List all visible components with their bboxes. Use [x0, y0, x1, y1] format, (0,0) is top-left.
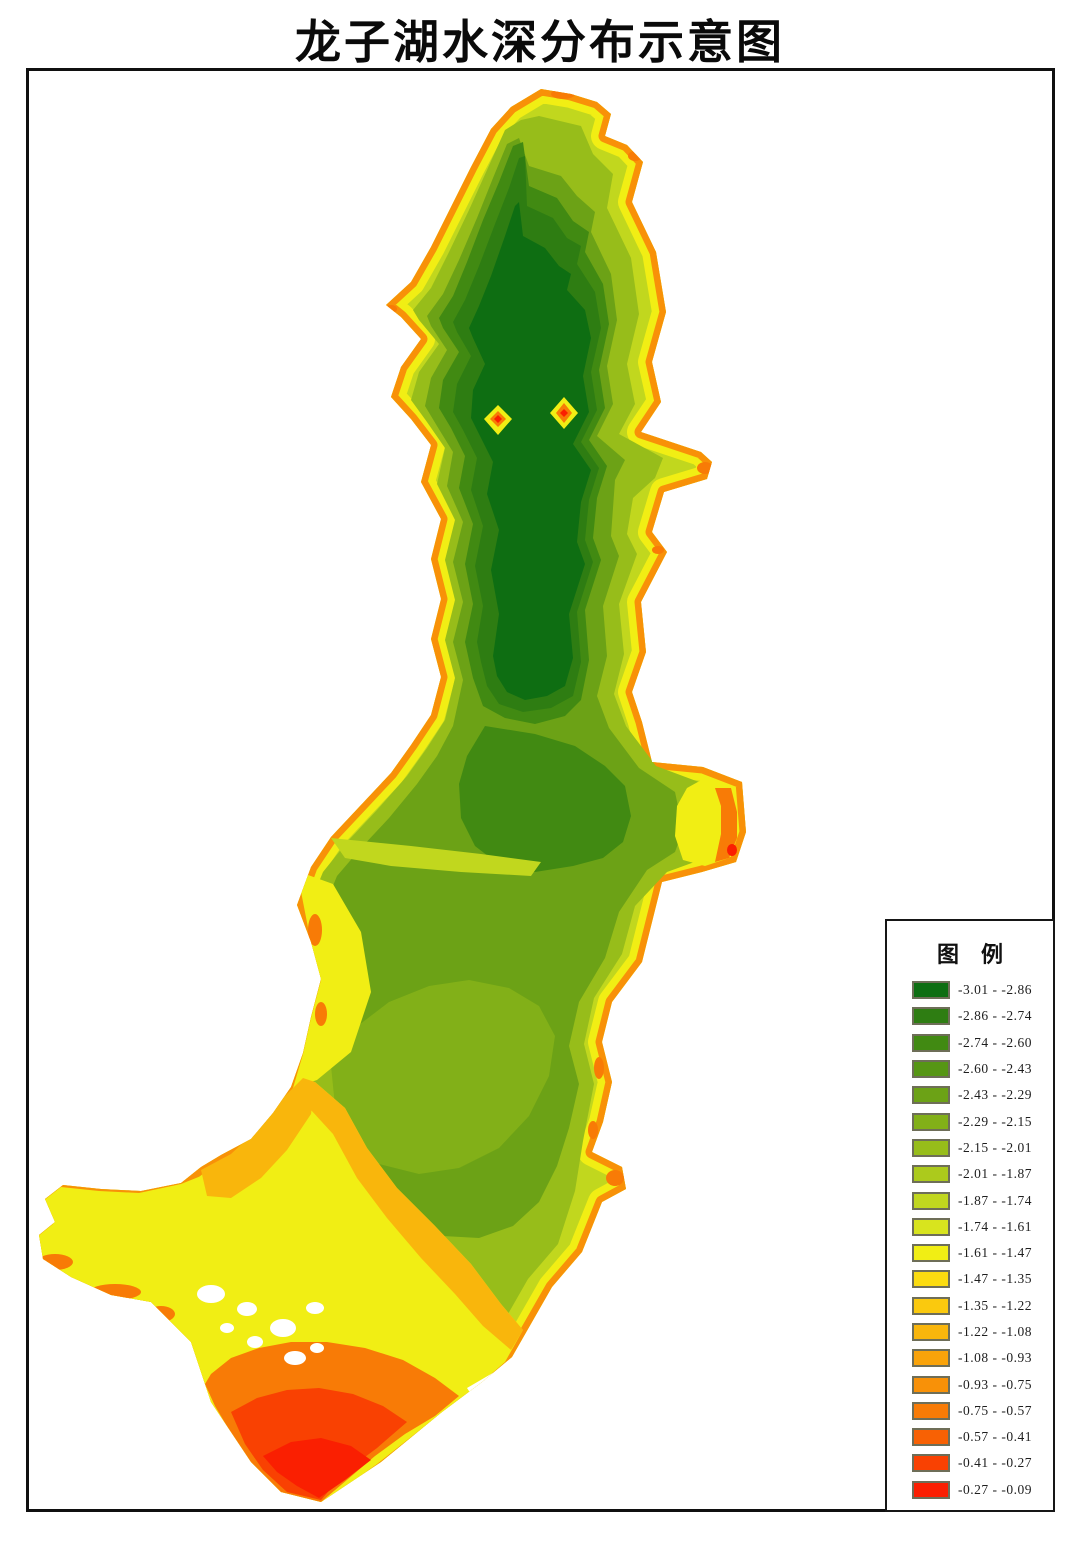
legend-swatch: [912, 1007, 950, 1026]
legend-row: -2.15 - -2.01: [887, 1135, 1053, 1161]
legend-swatch: [912, 1217, 950, 1236]
legend-label: -0.27 - -0.09: [958, 1481, 1032, 1497]
legend-label: -2.29 - -2.15: [958, 1113, 1032, 1129]
legend-title: 图 例: [936, 942, 1003, 967]
legend-label: -0.41 - -0.27: [958, 1455, 1032, 1471]
legend-row: -1.87 - -1.74: [887, 1187, 1053, 1213]
legend-swatch: [912, 1349, 950, 1368]
legend-row: -0.27 - -0.09: [887, 1477, 1053, 1503]
legend-row: -2.74 - -2.60: [887, 1030, 1053, 1056]
legend-label: -0.75 - -0.57: [958, 1402, 1032, 1418]
legend-row: -1.08 - -0.93: [887, 1345, 1053, 1371]
legend-row: -3.01 - -2.86: [887, 977, 1053, 1003]
legend-swatch: [912, 1060, 950, 1079]
legend-swatch: [912, 1112, 950, 1131]
legend-row: -2.60 - -2.43: [887, 1056, 1053, 1082]
legend-row: -1.22 - -1.08: [887, 1319, 1053, 1345]
legend-label: -2.01 - -1.87: [958, 1166, 1032, 1182]
legend-swatch: [912, 1138, 950, 1157]
page-title: 龙子湖水深分布示意图: [295, 16, 785, 68]
legend-swatch: [912, 1480, 950, 1499]
legend-row: -2.01 - -1.87: [887, 1161, 1053, 1187]
legend-row: -1.74 - -1.61: [887, 1214, 1053, 1240]
legend-swatch: [912, 1191, 950, 1210]
legend-label: -1.61 - -1.47: [958, 1245, 1032, 1261]
mid-deep-green-patch: [459, 726, 631, 872]
legend-label: -2.60 - -2.43: [958, 1061, 1032, 1077]
legend-label: -1.87 - -1.74: [958, 1192, 1032, 1208]
legend-row: -2.86 - -2.74: [887, 1003, 1053, 1029]
legend-swatch: [912, 1296, 950, 1315]
legend-swatch: [912, 1375, 950, 1394]
legend-label: -3.01 - -2.86: [958, 982, 1032, 998]
legend-label: -1.08 - -0.93: [958, 1350, 1032, 1366]
interior-shallow-spots: [484, 397, 578, 435]
legend-swatch: [912, 1401, 950, 1420]
legend-row: -0.57 - -0.41: [887, 1424, 1053, 1450]
legend-label: -1.22 - -1.08: [958, 1324, 1032, 1339]
south-red-core: [263, 1438, 371, 1498]
legend-row: -1.47 - -1.35: [887, 1266, 1053, 1292]
legend-row: -1.35 - -1.22: [887, 1293, 1053, 1319]
legend-swatch: [912, 1270, 950, 1289]
north-core-darkest: [469, 202, 591, 700]
map-frame: [26, 68, 1055, 1512]
legend-row: -1.61 - -1.47: [887, 1240, 1053, 1266]
south-lobe-green-patch: [331, 980, 555, 1174]
legend-swatch: [912, 1086, 950, 1105]
legend-label: -1.35 - -1.22: [958, 1297, 1032, 1313]
legend-label: -0.93 - -0.75: [958, 1376, 1032, 1392]
legend-label: -0.57 - -0.41: [958, 1429, 1032, 1445]
waist-streak: [331, 838, 541, 876]
legend-label: -1.47 - -1.35: [958, 1271, 1032, 1287]
legend-swatch: [912, 1033, 950, 1052]
legend-label: -1.74 - -1.61: [958, 1218, 1032, 1234]
legend-label: -2.86 - -2.74: [958, 1008, 1032, 1024]
legend-row: -0.75 - -0.57: [887, 1398, 1053, 1424]
legend-row: -0.41 - -0.27: [887, 1450, 1053, 1476]
east-bump-red-speck: [727, 844, 737, 856]
legend-row: -0.93 - -0.75: [887, 1371, 1053, 1397]
northwest-orange-band: [201, 1078, 523, 1350]
legend-swatch: [912, 981, 950, 1000]
legend-label: -2.15 - -2.01: [958, 1139, 1032, 1155]
legend-swatch: [912, 1454, 950, 1473]
east-bump-orange: [715, 788, 737, 862]
lake-depth-map: [39, 89, 746, 1502]
legend-label: -2.43 - -2.29: [958, 1087, 1032, 1103]
legend-row: -2.29 - -2.15: [887, 1108, 1053, 1134]
legend-swatch: [912, 1244, 950, 1263]
legend-items: -3.01 - -2.86 -2.86 - -2.74 -2.74 - -2.60 -…: [887, 977, 1053, 1503]
legend-row: -2.43 - -2.29: [887, 1082, 1053, 1108]
east-bump-detail: [675, 778, 737, 866]
legend-box: 图 例 -3.01 - -2.86 -2.86 - -2.74 -2.74 - -2…: [885, 919, 1055, 1512]
legend-swatch: [912, 1165, 950, 1184]
legend-swatch: [912, 1428, 950, 1447]
legend-label: -2.74 - -2.60: [958, 1034, 1032, 1050]
legend-swatch: [912, 1323, 950, 1341]
